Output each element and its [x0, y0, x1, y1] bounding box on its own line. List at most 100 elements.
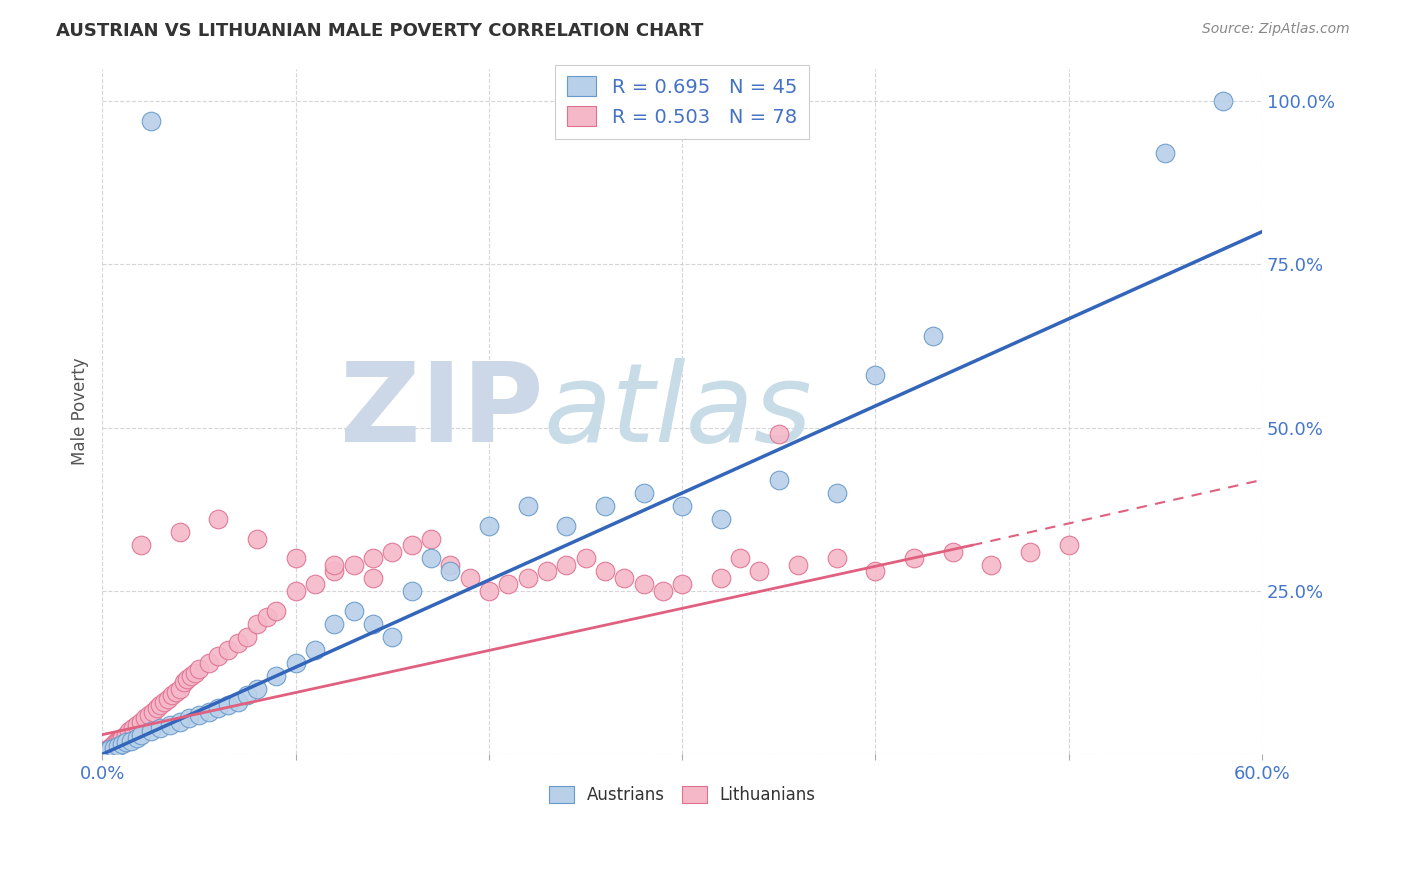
Point: [1212, 94, 1234, 108]
Point: [980, 558, 1002, 572]
Point: [157, 691, 180, 706]
Point: [439, 565, 461, 579]
Point: [176, 672, 198, 686]
Point: [142, 705, 165, 719]
Text: atlas: atlas: [543, 358, 811, 465]
Point: [114, 728, 136, 742]
Point: [122, 721, 145, 735]
Point: [284, 551, 307, 566]
Point: [728, 551, 751, 566]
Point: [96, 743, 118, 757]
Text: AUSTRIAN VS LITHUANIAN MALE POVERTY CORRELATION CHART: AUSTRIAN VS LITHUANIAN MALE POVERTY CORR…: [56, 22, 703, 40]
Point: [256, 610, 278, 624]
Point: [120, 734, 142, 748]
Point: [865, 565, 887, 579]
Point: [613, 571, 636, 585]
Point: [304, 642, 326, 657]
Point: [574, 551, 596, 566]
Point: [903, 551, 925, 566]
Point: [197, 705, 219, 719]
Point: [145, 701, 167, 715]
Point: [361, 551, 384, 566]
Point: [633, 486, 655, 500]
Point: [439, 558, 461, 572]
Point: [825, 551, 848, 566]
Point: [153, 695, 176, 709]
Point: [103, 740, 125, 755]
Point: [107, 739, 129, 754]
Point: [323, 616, 346, 631]
Point: [96, 744, 118, 758]
Point: [98, 740, 121, 755]
Point: [922, 329, 945, 343]
Point: [180, 669, 202, 683]
Point: [555, 558, 578, 572]
Point: [865, 368, 887, 383]
Point: [825, 486, 848, 500]
Point: [458, 571, 481, 585]
Point: [304, 577, 326, 591]
Point: [93, 745, 115, 759]
Point: [343, 603, 366, 617]
Point: [710, 512, 733, 526]
Point: [671, 499, 693, 513]
Point: [361, 616, 384, 631]
Point: [207, 649, 229, 664]
Point: [651, 583, 673, 598]
Point: [111, 731, 134, 745]
Point: [226, 636, 249, 650]
Point: [217, 698, 239, 713]
Point: [942, 545, 965, 559]
Point: [246, 532, 269, 546]
Point: [633, 577, 655, 591]
Point: [188, 708, 211, 723]
Legend: Austrians, Lithuanians: Austrians, Lithuanians: [538, 776, 825, 814]
Point: [555, 518, 578, 533]
Point: [98, 742, 121, 756]
Point: [1057, 538, 1080, 552]
Point: [108, 732, 131, 747]
Point: [381, 545, 404, 559]
Point: [173, 675, 195, 690]
Point: [401, 538, 423, 552]
Point: [420, 551, 443, 566]
Y-axis label: Male Poverty: Male Poverty: [72, 358, 89, 465]
Point: [323, 558, 346, 572]
Point: [361, 571, 384, 585]
Point: [710, 571, 733, 585]
Point: [478, 518, 501, 533]
Point: [169, 525, 191, 540]
Point: [138, 708, 160, 723]
Point: [284, 583, 307, 598]
Point: [516, 571, 538, 585]
Point: [207, 701, 229, 715]
Point: [323, 565, 346, 579]
Point: [169, 714, 191, 729]
Point: [103, 738, 125, 752]
Point: [671, 577, 693, 591]
Point: [107, 734, 129, 748]
Point: [217, 642, 239, 657]
Point: [139, 113, 162, 128]
Point: [169, 681, 191, 696]
Point: [129, 714, 152, 729]
Point: [118, 724, 141, 739]
Point: [516, 499, 538, 513]
Point: [127, 731, 149, 745]
Point: [536, 565, 558, 579]
Point: [111, 738, 134, 752]
Point: [159, 718, 181, 732]
Point: [343, 558, 366, 572]
Point: [101, 739, 124, 754]
Point: [381, 630, 404, 644]
Point: [420, 532, 443, 546]
Point: [246, 681, 269, 696]
Point: [129, 538, 152, 552]
Point: [197, 656, 219, 670]
Point: [127, 718, 149, 732]
Point: [787, 558, 810, 572]
Point: [284, 656, 307, 670]
Point: [114, 735, 136, 749]
Point: [149, 721, 172, 735]
Text: Source: ZipAtlas.com: Source: ZipAtlas.com: [1202, 22, 1350, 37]
